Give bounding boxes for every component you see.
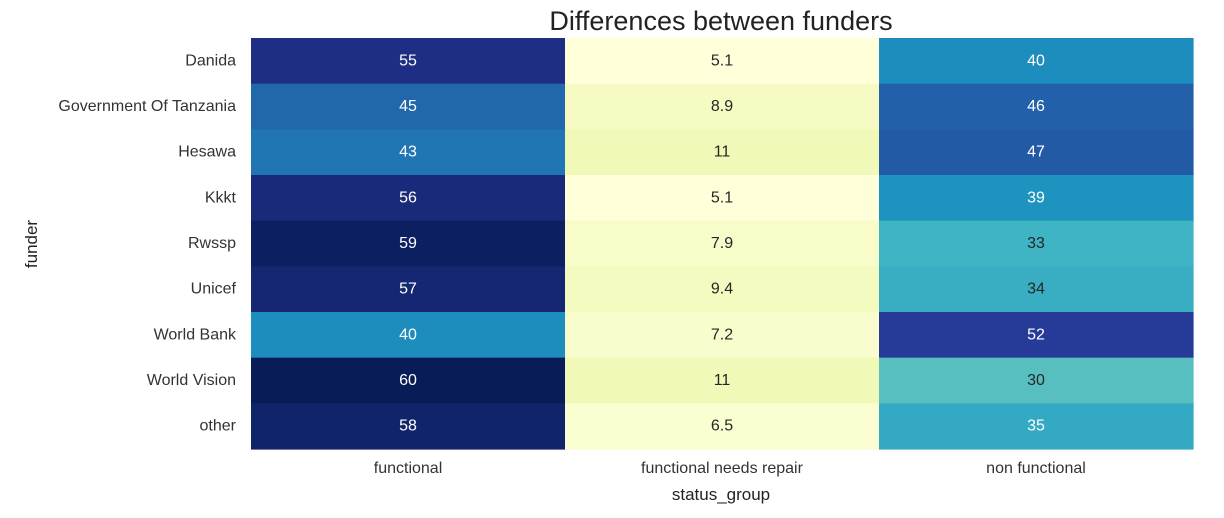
x-tick-labels: functional functional needs repair non fun…: [374, 460, 1086, 477]
heatmap-cell: [251, 83, 566, 130]
x-axis-label: status_group: [672, 485, 770, 504]
cell-value-label: 47: [1027, 144, 1045, 161]
y-tick-label: Kkkt: [205, 189, 237, 206]
y-axis-label: funder: [22, 220, 41, 269]
cell-value-label: 7.9: [711, 235, 733, 252]
cell-value-label: 11: [714, 144, 731, 161]
heatmap-cell: [879, 266, 1194, 313]
heatmap-cell: [879, 38, 1194, 85]
heatmap-cell: [251, 357, 566, 404]
cell-value-label: 11: [714, 372, 731, 389]
cell-value-label: 39: [1027, 189, 1045, 206]
heatmap-cell: [251, 38, 566, 85]
x-tick-label: non functional: [986, 460, 1086, 477]
heatmap-cell: [565, 129, 880, 176]
y-tick-label: World Bank: [154, 326, 237, 343]
heatmap-cell: [251, 266, 566, 313]
cell-value-label: 35: [1027, 418, 1045, 435]
heatmap-cells: 55 5.1 40 45 8.9 46 43 11 47 56 5.1 39 59 7.9 33 57 9.4 3…: [251, 38, 1194, 450]
y-tick-label: Danida: [185, 52, 236, 69]
cell-value-label: 5.1: [711, 189, 733, 206]
heatmap-cell: [565, 220, 880, 267]
cell-value-label: 56: [399, 189, 417, 206]
cell-value-label: 40: [399, 326, 417, 343]
y-tick-label: other: [200, 418, 237, 435]
heatmap-cell: [879, 403, 1194, 450]
chart-title: Differences between funders: [549, 6, 892, 36]
heatmap-cell: [565, 38, 880, 85]
cell-value-label: 7.2: [711, 326, 733, 343]
cell-value-label: 55: [399, 52, 417, 69]
cell-value-label: 45: [399, 98, 417, 115]
heatmap-cell: [565, 312, 880, 359]
heatmap-cell: [879, 312, 1194, 359]
cell-value-label: 5.1: [711, 52, 733, 69]
heatmap-cell: [565, 175, 880, 222]
heatmap-cell: [251, 175, 566, 222]
heatmap-cell: [565, 403, 880, 450]
heatmap-cell: [251, 129, 566, 176]
heatmap-cell: [565, 266, 880, 313]
y-tick-label: World Vision: [147, 372, 236, 389]
cell-value-label: 34: [1027, 281, 1045, 298]
heatmap-cell: [879, 220, 1194, 267]
y-tick-label: Rwssp: [188, 235, 236, 252]
cell-value-label: 33: [1027, 235, 1045, 252]
cell-value-label: 9.4: [711, 281, 733, 298]
y-tick-label: Unicef: [191, 281, 237, 298]
cell-value-label: 57: [399, 281, 417, 298]
heatmap-cell: [879, 83, 1194, 130]
cell-value-label: 58: [399, 418, 417, 435]
heatmap-cell: [251, 220, 566, 267]
cell-value-label: 43: [399, 144, 417, 161]
cell-value-label: 40: [1027, 52, 1045, 69]
heatmap-cell: [879, 175, 1194, 222]
cell-value-label: 60: [399, 372, 417, 389]
heatmap-cell: [565, 83, 880, 130]
cell-value-label: 6.5: [711, 418, 733, 435]
heatmap-cell: [565, 357, 880, 404]
y-tick-label: Hesawa: [178, 144, 236, 161]
y-tick-label: Government Of Tanzania: [58, 98, 236, 115]
heatmap-cell: [251, 403, 566, 450]
heatmap-cell: [879, 129, 1194, 176]
y-tick-labels: Danida Government Of Tanzania Hesawa Kkkt Rw…: [58, 52, 237, 434]
heatmap-cell: [251, 312, 566, 359]
heatmap-cell: [879, 357, 1194, 404]
cell-value-label: 52: [1027, 326, 1045, 343]
cell-value-label: 8.9: [711, 98, 733, 115]
cell-value-label: 59: [399, 235, 417, 252]
x-tick-label: functional needs repair: [641, 460, 804, 477]
cell-value-label: 30: [1027, 372, 1045, 389]
cell-value-label: 46: [1027, 98, 1045, 115]
x-tick-label: functional: [374, 460, 443, 477]
